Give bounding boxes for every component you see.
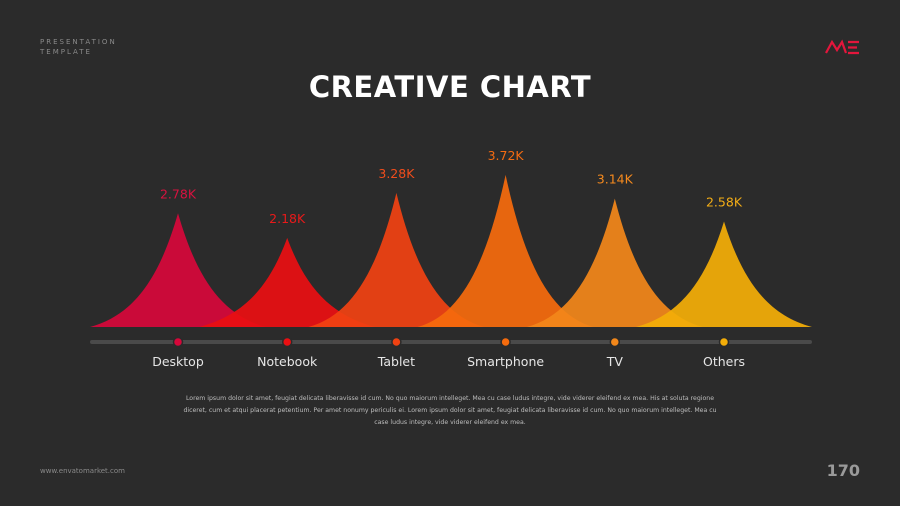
category-label: Smartphone [467,354,544,369]
description-text: Lorem ipsum dolor sit amet, feugiat deli… [183,395,717,426]
axis-dot [391,336,402,348]
value-label: 2.58K [706,194,743,209]
value-label: 2.18K [269,211,306,226]
presentation-subtitle: PRESENTATION TEMPLATE [40,37,117,57]
footer-url: www.envatomarket.com [40,467,125,475]
value-label: 3.72K [488,148,525,163]
axis-dot [718,336,730,348]
me-logo-icon [825,39,859,55]
axis-dot [281,336,293,348]
axis-dot [172,336,184,348]
peak-others [636,221,812,327]
page-title: CREATIVE CHART [308,70,592,104]
peak-tv [526,198,703,327]
value-label: 2.78K [160,186,197,201]
subtitle-line-2: TEMPLATE [40,48,92,56]
axis-dot [500,336,511,348]
peak-notebook [199,237,376,327]
category-label: Others [703,354,745,369]
subtitle-line-1: PRESENTATION [40,38,117,46]
category-label: Desktop [152,354,204,369]
category-label: Tablet [377,354,415,369]
axis-dot [609,336,621,348]
peak-tablet [308,192,485,327]
page-number: 170 [826,461,860,480]
value-label: 3.28K [378,166,415,181]
value-label: 3.14K [597,172,634,187]
category-label: TV [606,354,624,369]
category-label: Notebook [257,354,318,369]
peak-desktop [90,213,266,327]
peak-smartphone [417,174,594,327]
